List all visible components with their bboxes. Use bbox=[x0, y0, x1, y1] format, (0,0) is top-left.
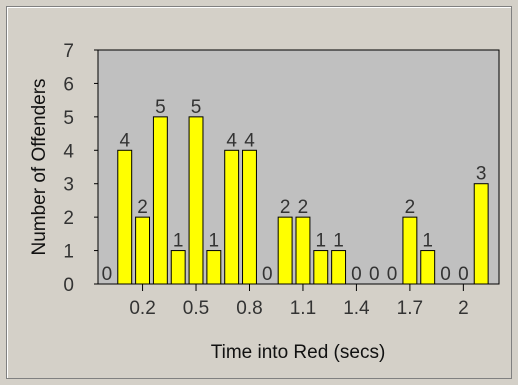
bar bbox=[402, 216, 418, 285]
x-tick-label: 1.4 bbox=[343, 298, 370, 319]
x-ticks-group: 0.2 0.5 0.8 1.1 1.4 1.7 2 bbox=[129, 284, 469, 319]
bar bbox=[331, 250, 347, 285]
bar bbox=[117, 149, 133, 285]
y-tick-label: 6 bbox=[63, 74, 74, 95]
bar bbox=[152, 116, 168, 285]
bar-value-label: 0 bbox=[369, 264, 380, 285]
bar-value-label: 1 bbox=[333, 231, 344, 252]
bar bbox=[473, 183, 489, 285]
bar-value-label: 0 bbox=[440, 264, 451, 285]
bar-value-label: 0 bbox=[102, 264, 113, 285]
bar-value-label: 1 bbox=[209, 231, 220, 252]
bar-value-label: 3 bbox=[476, 164, 487, 185]
bar-value-label: 2 bbox=[280, 197, 291, 218]
bar-value-label: 0 bbox=[458, 264, 469, 285]
y-tick-label: 2 bbox=[63, 208, 74, 229]
bar-value-label: 4 bbox=[244, 130, 255, 151]
bar bbox=[295, 216, 311, 285]
bar-value-label: 0 bbox=[262, 264, 273, 285]
y-tick-label: 3 bbox=[63, 175, 74, 196]
bar-value-label: 1 bbox=[173, 231, 184, 252]
bar-value-label: 4 bbox=[119, 130, 130, 151]
bar bbox=[170, 250, 186, 285]
bar bbox=[224, 149, 240, 285]
y-tick-label: 4 bbox=[63, 141, 74, 162]
bar-value-label: 5 bbox=[191, 97, 202, 118]
y-ticks-group: 0 1 2 3 4 5 6 7 bbox=[63, 41, 98, 296]
bar-value-label: 2 bbox=[298, 197, 309, 218]
y-tick-label: 0 bbox=[63, 275, 74, 296]
bar-value-label: 5 bbox=[155, 97, 166, 118]
bars-group bbox=[117, 116, 489, 285]
bar-value-label: 2 bbox=[137, 197, 148, 218]
bar-value-label: 1 bbox=[315, 231, 326, 252]
y-tick-label: 5 bbox=[63, 108, 74, 129]
bar-value-label: 4 bbox=[226, 130, 237, 151]
bar bbox=[188, 116, 204, 285]
bar bbox=[313, 250, 329, 285]
bar-value-label: 2 bbox=[405, 197, 416, 218]
x-tick-label: 1.7 bbox=[397, 298, 423, 319]
x-tick-label: 2 bbox=[458, 298, 469, 319]
x-tick-label: 1.1 bbox=[290, 298, 316, 319]
y-tick-label: 1 bbox=[63, 242, 74, 263]
bar-value-label: 1 bbox=[422, 231, 433, 252]
x-tick-label: 0.2 bbox=[129, 298, 155, 319]
x-tick-label: 0.5 bbox=[183, 298, 209, 319]
bar bbox=[135, 216, 151, 285]
bar-value-label: 0 bbox=[351, 264, 362, 285]
bar-value-label: 0 bbox=[387, 264, 398, 285]
bar bbox=[242, 149, 257, 285]
y-tick-label: 7 bbox=[63, 41, 74, 62]
bar bbox=[206, 250, 222, 285]
y-axis-title: Number of Offenders bbox=[29, 78, 50, 255]
bar bbox=[420, 250, 436, 285]
x-axis-title: Time into Red (secs) bbox=[211, 342, 386, 363]
x-tick-label: 0.8 bbox=[236, 298, 262, 319]
bar bbox=[277, 216, 293, 285]
